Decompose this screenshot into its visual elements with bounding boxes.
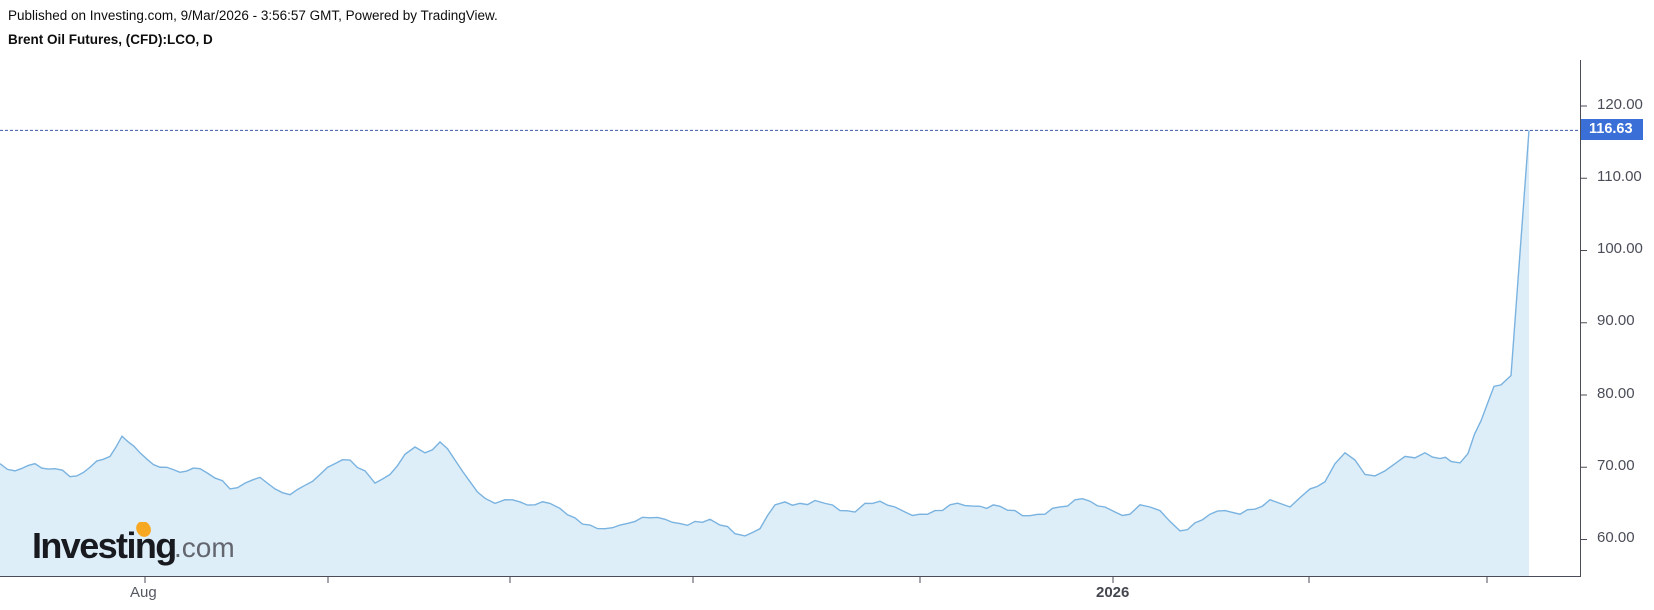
svg-text:Investing: Investing bbox=[32, 525, 176, 566]
svg-text:.com: .com bbox=[174, 532, 235, 563]
